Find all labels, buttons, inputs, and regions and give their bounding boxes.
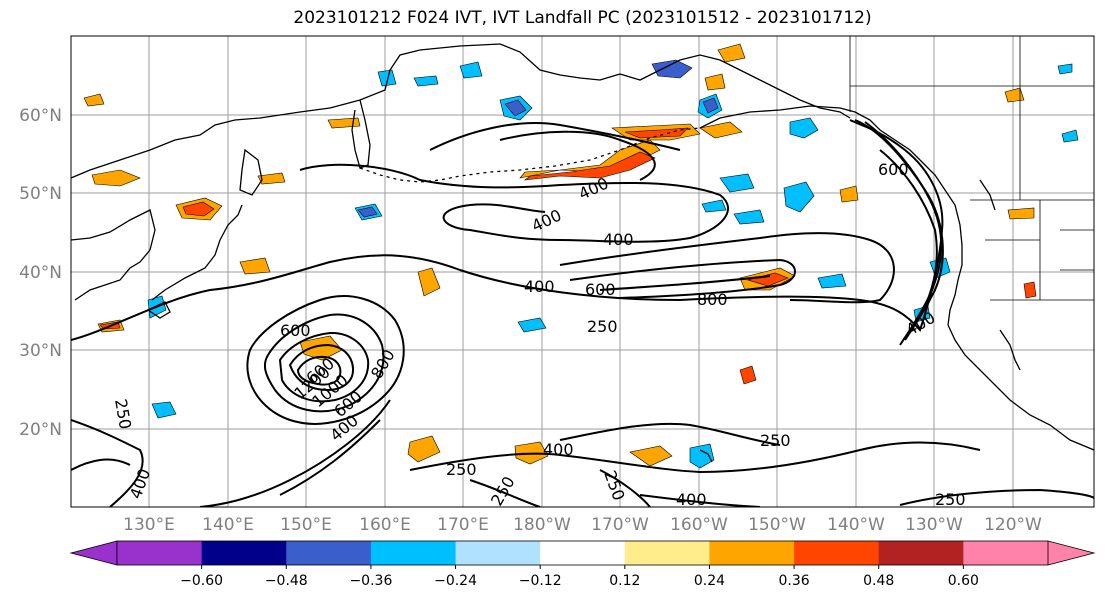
colorbar-tick-label: −0.24 [434, 573, 477, 589]
colorbar-tick-label: 0.36 [779, 573, 810, 589]
colorbar-tick-label: −0.48 [265, 573, 308, 589]
contour-label: 250 [935, 490, 966, 509]
colorbar: −0.60 −0.48 −0.36 −0.24 −0.12 0.12 0.24 0.36 0.4… [69, 540, 1096, 589]
colorbar-segment [286, 541, 372, 565]
contour-label: 400 [676, 490, 707, 509]
contour-label: 400 [543, 440, 574, 459]
colorbar-segment [963, 541, 1049, 565]
colorbar-extend-left [69, 540, 118, 566]
colorbar-segment [455, 541, 541, 565]
contour-label: 600 [878, 160, 909, 179]
map-title: 2023101212 F024 IVT, IVT Landfall PC (20… [293, 8, 872, 28]
ivt-contours [71, 119, 1094, 507]
lon-labels: 130°E 140°E 150°E 160°E 170°E 180°W 170°… [123, 515, 1042, 535]
contour-label: 400 [524, 277, 555, 296]
lon-label: 170°W [591, 515, 649, 535]
lon-label: 140°E [202, 515, 254, 535]
lon-label: 170°E [437, 515, 489, 535]
colorbar-extend-right [1047, 540, 1096, 566]
colorbar-tick-label: 0.60 [948, 573, 979, 589]
contour-label: 600 [280, 321, 311, 340]
lon-label: 120°W [984, 515, 1042, 535]
contour-label: 400 [603, 230, 634, 249]
lon-label: 150°E [280, 515, 332, 535]
coastlines [71, 43, 1094, 463]
colorbar-segment [794, 541, 880, 565]
colorbar-tick-label: −0.60 [180, 573, 223, 589]
gridlines [71, 36, 1094, 507]
colorbar-tick-label: −0.36 [349, 573, 392, 589]
lat-label: 60°N [19, 106, 62, 126]
contour-label: 800 [697, 290, 728, 309]
lon-label: 150°W [748, 515, 806, 535]
colorbar-tick-label: −0.12 [519, 573, 562, 589]
contour-label: 250 [760, 431, 791, 450]
lat-label: 20°N [19, 420, 62, 440]
lon-label: 180°W [513, 515, 571, 535]
lon-label: 130°E [123, 515, 175, 535]
contour-label: 250 [587, 317, 618, 336]
lat-labels: 60°N 50°N 40°N 30°N 20°N [19, 106, 62, 440]
colorbar-segment [117, 541, 203, 565]
colorbar-segment [370, 541, 457, 565]
colorbar-segment [624, 541, 710, 565]
map-area: 400 400 400 400 600 800 250 600 600 800 … [71, 36, 1094, 509]
map-border [70, 35, 1095, 508]
colorbar-segment [201, 541, 287, 565]
lon-label: 140°W [827, 515, 885, 535]
contour-label: 600 [585, 280, 616, 299]
lon-label: 160°E [359, 515, 411, 535]
lon-label: 160°W [670, 515, 728, 535]
lon-label: 130°W [905, 515, 963, 535]
colorbar-segment [540, 541, 626, 565]
colorbar-tick-label: 0.12 [609, 573, 640, 589]
colorbar-segment [878, 541, 964, 565]
lat-label: 50°N [19, 184, 62, 204]
lat-label: 40°N [19, 263, 62, 283]
colorbar-segment [709, 541, 795, 565]
colorbar-tick-label: 0.24 [694, 573, 725, 589]
borders [849, 36, 1094, 301]
contour-label: 250 [446, 460, 477, 479]
lat-label: 30°N [19, 341, 62, 361]
colorbar-tick-label: 0.48 [863, 573, 894, 589]
